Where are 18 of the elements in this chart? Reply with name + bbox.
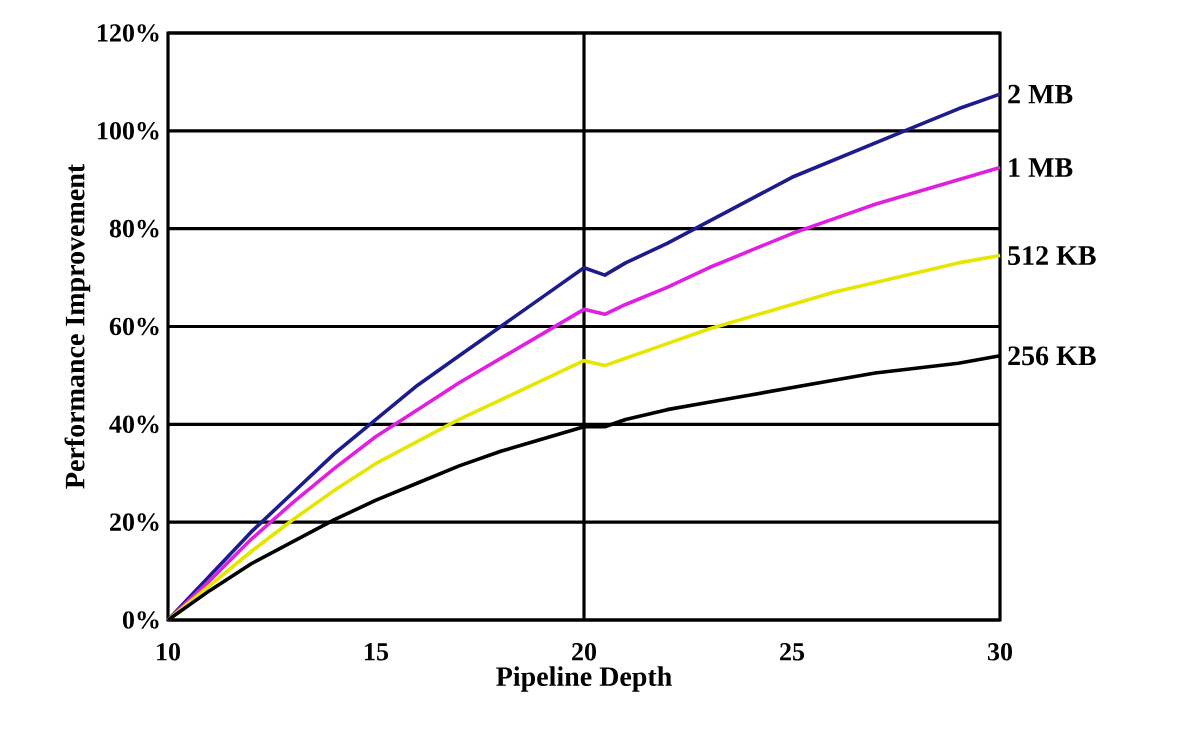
y-tick-label: 40% xyxy=(109,415,159,434)
y-tick-label: 100% xyxy=(98,122,159,140)
y-tick-label: 60% xyxy=(109,317,159,336)
x-tick-label: 10 xyxy=(157,643,181,661)
x-tick-label: 15 xyxy=(365,643,389,661)
x-axis-title: Pipeline Depth xyxy=(496,666,672,692)
y-tick-label: 0% xyxy=(122,611,159,629)
x-tick-label: 30 xyxy=(987,643,1013,661)
series-label: 256 KB xyxy=(1008,346,1096,366)
y-axis-title: Performance Improvement xyxy=(64,163,91,489)
y-tick-label: 80% xyxy=(109,219,159,238)
y-tick-label: 120% xyxy=(98,24,159,42)
x-tick-label: 20 xyxy=(572,643,597,661)
x-tick-label: 25 xyxy=(780,643,805,661)
y-tick-label: 20% xyxy=(110,513,159,531)
series-label: 1 MB xyxy=(1009,158,1073,177)
series-label: 2 MB xyxy=(1008,84,1073,104)
series-label: 512 KB xyxy=(1008,246,1096,265)
